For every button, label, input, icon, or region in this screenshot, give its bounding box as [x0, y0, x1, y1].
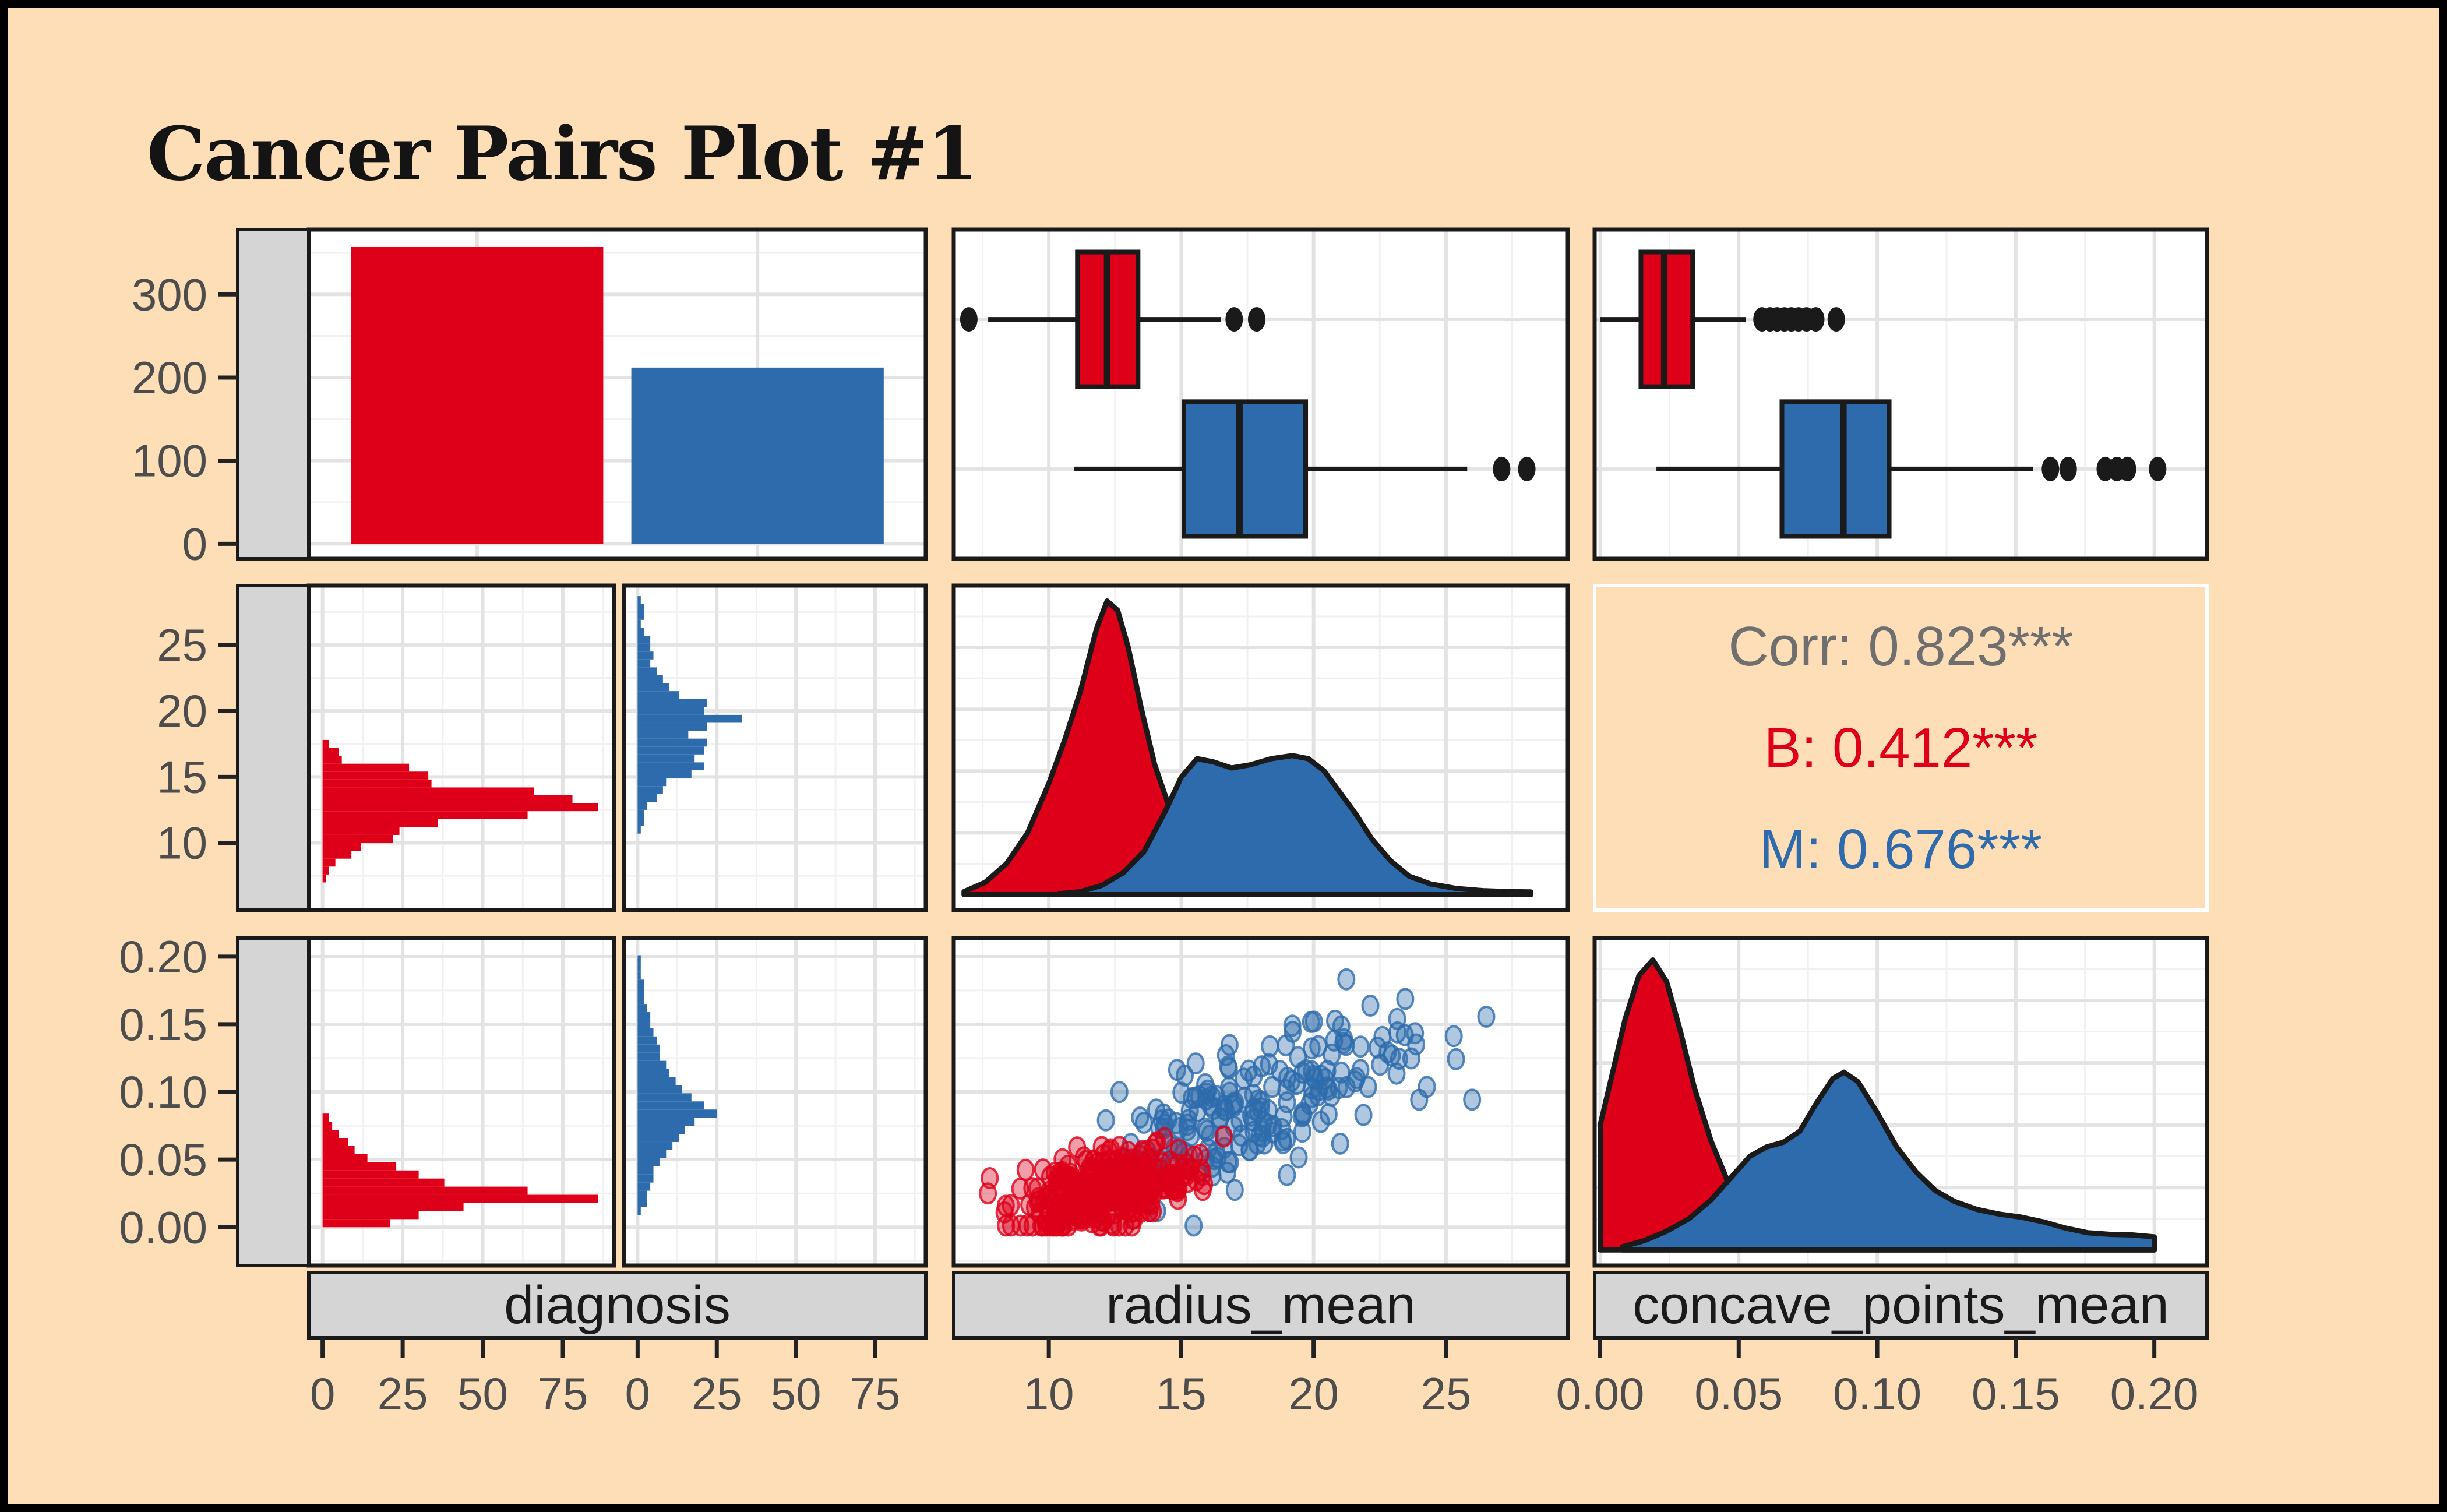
- panel-box-r1c2: [954, 230, 1568, 559]
- x-tick-label: 50: [457, 1368, 508, 1419]
- panel-border: [951, 583, 1570, 912]
- bottom-strip-label: concave_points_mean: [1632, 1275, 2169, 1335]
- y-tick-label: 0.05: [119, 1134, 207, 1185]
- y-tick-label: 0.15: [119, 999, 207, 1050]
- panel-hist-r2c1-M: [624, 586, 926, 910]
- bottom-strip-label: diagnosis: [504, 1275, 731, 1335]
- left-strip-diagnosis: [236, 228, 311, 561]
- y-tick-label: 25: [157, 619, 207, 671]
- y-tick-label: 10: [157, 817, 207, 869]
- panel-scatter: [954, 938, 1568, 1266]
- scatter-points-B: [979, 1125, 1233, 1237]
- x-tick-label: 20: [1288, 1368, 1339, 1419]
- outlier-point-M: [2041, 456, 2060, 481]
- panel-hist-r3c1-M: [624, 938, 926, 1266]
- bar-B: [351, 246, 604, 544]
- grid-minor: [954, 586, 1568, 910]
- x-tick-label: 25: [1421, 1368, 1472, 1419]
- hist-bars-B: [322, 1113, 598, 1228]
- corr-line-0: Corr: 0.823***: [1728, 615, 2073, 678]
- outlier-point-M: [1493, 456, 1511, 481]
- panel-hist-r3c1-B: [309, 938, 614, 1266]
- outlier-point-B: [1827, 307, 1845, 332]
- left-strip-concave_points_mean: [236, 936, 311, 1267]
- x-tick-label: 25: [692, 1368, 742, 1419]
- outlier-point-B: [1247, 307, 1265, 332]
- bottom-strip-concave_points_mean: [1593, 1271, 2209, 1340]
- panel-border: [1592, 936, 2209, 1268]
- plot-title: Cancer Pairs Plot #1: [147, 111, 978, 197]
- density-curve-M: [1620, 1069, 2157, 1253]
- panel-hist-r2c1-B-background: [309, 586, 614, 910]
- panel-correlation-background: [1595, 586, 2207, 910]
- bottom-strip-label: radius_mean: [1106, 1275, 1416, 1335]
- panel-border: [951, 936, 1570, 1268]
- x-tick-label: 75: [538, 1368, 588, 1419]
- x-tick-label: 15: [1156, 1368, 1207, 1419]
- x-tick-label: 0.10: [1833, 1368, 1921, 1419]
- hist-bars-M: [637, 596, 742, 834]
- panel-border: [1592, 227, 2209, 561]
- pairs-plot-canvas: Corr: 0.823*** B: 0.412*** M: 0.676*** diag…: [119, 227, 2209, 1419]
- hist-bars-M: [637, 955, 717, 1215]
- outlier-point-B: [960, 307, 978, 332]
- outlier-point-M: [2149, 456, 2167, 481]
- panel-density-r2c2: [954, 586, 1568, 910]
- y-tick-label: 20: [157, 685, 207, 736]
- panel-density-r3c3: [1595, 938, 2207, 1266]
- x-tick-label: 0: [625, 1368, 650, 1419]
- outlier-point-M: [1518, 456, 1536, 481]
- x-tick-label: 0.00: [1556, 1368, 1645, 1419]
- panel-box-r1c3: [1595, 230, 2207, 559]
- x-tick-label: 10: [1024, 1368, 1074, 1419]
- panel-border: [622, 936, 928, 1268]
- x-tick-label: 0: [310, 1368, 335, 1419]
- y-tick-label: 0.10: [119, 1066, 207, 1118]
- y-tick-label: 0: [182, 518, 207, 569]
- left-strip-radius_mean: [236, 584, 311, 912]
- box-M: [1779, 399, 1892, 539]
- density-curve-M: [1056, 753, 1533, 897]
- y-tick-label: 200: [132, 352, 207, 403]
- outlier-point-B: [1225, 307, 1243, 332]
- x-tick-label: 0.20: [2110, 1368, 2199, 1419]
- panel-hist-r2c1-B: [309, 586, 614, 910]
- x-tick-label: 25: [378, 1368, 428, 1419]
- panel-bar-diagnosis: [309, 230, 926, 559]
- panel-box-r1c3-background: [1595, 230, 2207, 559]
- corr-line-2: M: 0.676***: [1760, 818, 2043, 880]
- bar-M: [631, 367, 884, 544]
- x-tick-label: 75: [850, 1368, 901, 1419]
- bottom-strip-radius_mean: [952, 1271, 1570, 1340]
- outlier-point-M: [2059, 456, 2077, 481]
- y-tick-label: 0.20: [119, 931, 207, 982]
- x-tick-label: 50: [771, 1368, 821, 1419]
- panel-border: [622, 583, 928, 912]
- outlier-point-B: [1807, 307, 1825, 332]
- outlier-point-M: [2118, 456, 2136, 481]
- y-tick-label: 0.00: [119, 1201, 207, 1253]
- panel-border: [951, 227, 1570, 561]
- y-tick-label: 15: [157, 751, 207, 802]
- corr-line-1: B: 0.412***: [1764, 717, 2038, 779]
- y-tick-label: 100: [132, 435, 207, 487]
- x-tick-label: 0.15: [1972, 1368, 2060, 1419]
- box-M: [1181, 399, 1309, 539]
- panel-border: [1593, 584, 2209, 912]
- y-tick-label: 300: [132, 269, 207, 320]
- x-tick-label: 0.05: [1694, 1368, 1783, 1419]
- bottom-strip-diagnosis: [307, 1271, 928, 1340]
- hist-bars-B: [322, 739, 598, 883]
